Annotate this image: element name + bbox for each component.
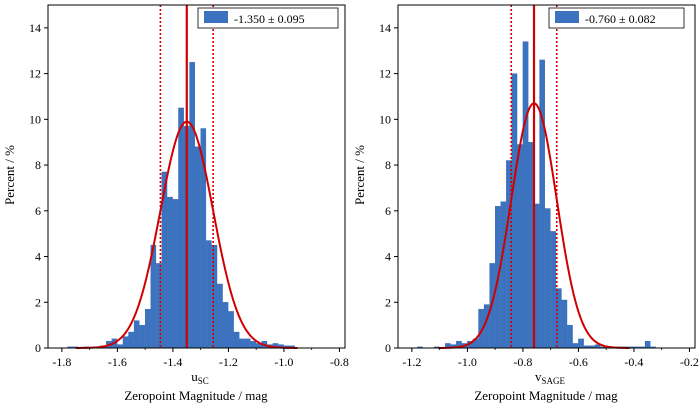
left-ytick-label: 2 [35, 295, 41, 309]
right-legend-swatch [555, 11, 579, 23]
right-ytick-label: 4 [385, 250, 391, 264]
left-ytick-label: 6 [35, 204, 41, 218]
right-bar [500, 201, 507, 349]
left-legend-box [197, 7, 339, 29]
left-xtick-label: -0.8 [330, 355, 349, 369]
right-bar [550, 231, 557, 349]
left-bar [178, 107, 184, 349]
right-legend-box [548, 7, 685, 29]
panel-right: Percent / % -1.2 -1.0 -0.8 -0.6 -0.4 -0.2 0 2 4 6… [352, 4, 699, 403]
left-bar [206, 240, 212, 349]
right-bar [644, 340, 651, 349]
left-xlabel-main: u [191, 369, 198, 384]
left-bar [239, 338, 245, 349]
left-bar [189, 62, 195, 349]
left-bar [233, 331, 240, 349]
left-legend-label: -1.350 ± 0.095 [234, 12, 305, 26]
left-bar [250, 340, 257, 349]
left-xtick-label: -1.6 [108, 355, 127, 369]
right-bar [572, 343, 579, 349]
left-bar [139, 324, 146, 349]
right-xlabel-bottom: Zeropoint Magnitude / mag [474, 388, 618, 403]
left-bar [194, 146, 201, 349]
left-ytick-label: 10 [29, 112, 41, 126]
right-ytick-label: 12 [379, 67, 391, 81]
right-axes-frame [397, 4, 696, 349]
right-bar [567, 324, 573, 349]
right-bar [539, 59, 545, 349]
left-bar [144, 308, 151, 349]
left-ytick-label: 4 [35, 250, 41, 264]
right-xtick-label: -0.4 [624, 355, 643, 369]
right-bar [544, 208, 551, 349]
left-ytick-label: 8 [35, 158, 41, 172]
left-bar [117, 344, 123, 349]
left-legend: -1.350 ± 0.095 [197, 7, 339, 29]
left-axes-frame [47, 4, 346, 349]
left-xtick-label: -1.4 [163, 355, 182, 369]
left-bar [222, 302, 229, 349]
left-ytick-label: 0 [35, 341, 41, 355]
right-bar [578, 338, 584, 349]
right-bar [511, 73, 518, 349]
right-legend-label: -0.760 ± 0.082 [585, 12, 656, 26]
right-bar [522, 41, 529, 349]
right-xtick-label: -1.0 [458, 355, 477, 369]
left-bar [122, 336, 129, 349]
right-xlabel-main: v [535, 369, 542, 384]
left-xlabel-bottom: Zeropoint Magnitude / mag [124, 388, 268, 403]
left-bar [228, 311, 234, 349]
right-ytick-label: 2 [385, 295, 391, 309]
left-xtick-label: -1.2 [219, 355, 238, 369]
left-bar [128, 331, 134, 349]
left-xlabel-variable: uSC [191, 369, 209, 386]
right-xlabel-sub: SAGE [541, 376, 565, 386]
left-ytick-label: 14 [29, 21, 41, 35]
left-bar [244, 338, 251, 349]
right-xtick-label: -1.2 [402, 355, 421, 369]
right-xlabel-variable: vSAGE [535, 369, 566, 386]
left-legend-swatch [204, 11, 228, 23]
left-bar [217, 283, 223, 349]
left-xtick-label: -1.8 [52, 355, 71, 369]
right-ylabel: Percent / % [352, 145, 367, 205]
left-bar [167, 196, 173, 349]
left-plot-area: -1.8 -1.6 -1.4 -1.2 -1.0 -0.8 0 2 4 6 8 10 12 14 [29, 4, 349, 369]
right-bar [517, 144, 523, 349]
panel-left: Percent / % -1.8 -1.6 -1.4 -1.2 -1.0 -0.8 0 2 4 6… [2, 4, 349, 403]
right-ytick-label: 10 [379, 112, 391, 126]
right-plot-area: -1.2 -1.0 -0.8 -0.6 -0.4 -0.2 0 2 4 6 8 10 12 14 [379, 4, 699, 369]
left-ytick-label: 12 [29, 67, 41, 81]
right-ytick-label: 8 [385, 158, 391, 172]
left-bar [150, 244, 157, 349]
right-ytick-label: 14 [379, 21, 391, 35]
left-bar [211, 244, 218, 349]
right-xtick-label: -0.8 [513, 355, 532, 369]
right-bar [561, 299, 568, 349]
left-bar [172, 199, 179, 349]
right-xtick-label: -0.2 [680, 355, 699, 369]
right-legend: -0.760 ± 0.082 [548, 7, 685, 29]
right-ytick-label: 6 [385, 204, 391, 218]
right-ytick-label: 0 [385, 341, 391, 355]
left-xtick-label: -1.0 [274, 355, 293, 369]
left-bar [133, 320, 140, 349]
right-xtick-label: -0.6 [569, 355, 588, 369]
left-xlabel-sub: SC [198, 376, 209, 386]
left-ylabel: Percent / % [2, 145, 17, 205]
